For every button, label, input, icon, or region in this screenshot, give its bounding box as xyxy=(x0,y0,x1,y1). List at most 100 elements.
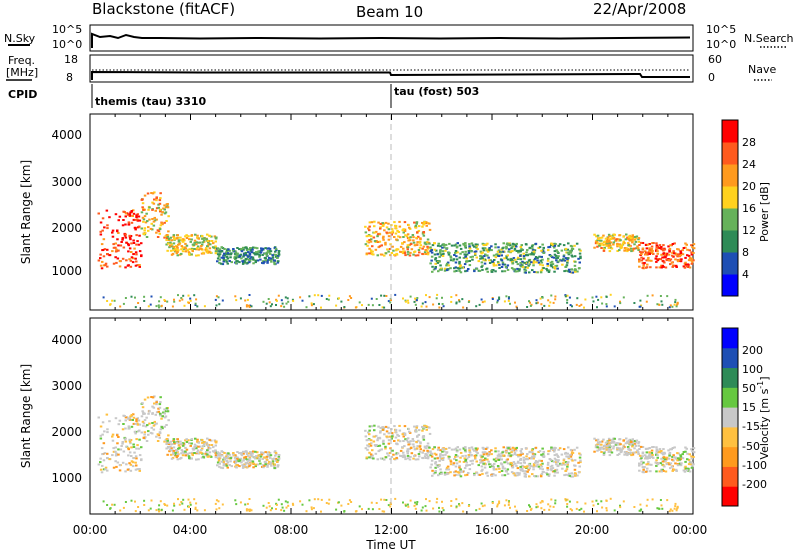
velocity-panel-frame xyxy=(89,317,694,515)
echo-cell xyxy=(112,450,116,453)
ground-scatter-cell xyxy=(285,302,288,305)
echo-cell xyxy=(426,238,430,241)
echo-cell xyxy=(689,259,693,262)
echo-cell xyxy=(683,470,687,473)
echo-cell xyxy=(661,253,665,256)
echo-cell xyxy=(560,249,564,252)
echo-cell xyxy=(205,451,208,454)
echo-cell xyxy=(554,254,558,257)
echo-cell xyxy=(512,259,515,262)
echo-cell xyxy=(384,243,387,246)
echo-cell xyxy=(242,458,246,461)
echo-cell xyxy=(496,465,500,467)
echo-cell xyxy=(673,446,676,449)
echo-cell xyxy=(518,268,521,271)
echo-cell xyxy=(650,463,653,466)
echo-cell xyxy=(432,268,436,271)
echo-cell xyxy=(174,451,177,454)
echo-cell xyxy=(201,235,204,238)
ground-scatter-cell xyxy=(415,299,418,302)
ground-scatter-cell xyxy=(147,509,150,512)
echo-cell xyxy=(449,471,452,474)
echo-cell xyxy=(431,469,434,472)
ground-scatter-cell xyxy=(171,509,174,512)
echo-cell xyxy=(516,257,520,260)
echo-cell xyxy=(613,233,616,236)
ground-scatter-cell xyxy=(310,302,313,305)
echo-cell xyxy=(170,447,173,450)
echo-cell xyxy=(679,454,682,457)
ground-scatter-cell xyxy=(195,298,198,301)
echo-cell xyxy=(228,464,231,466)
echo-cell xyxy=(505,450,508,453)
echo-cell xyxy=(453,458,456,460)
echo-cell xyxy=(277,250,281,252)
ground-scatter-cell xyxy=(271,507,273,510)
echo-cell xyxy=(635,235,639,238)
ground-scatter-cell xyxy=(367,507,370,510)
echo-cell xyxy=(101,464,104,467)
echo-cell xyxy=(513,451,517,454)
echo-cell xyxy=(511,454,514,457)
echo-cell xyxy=(143,229,146,232)
echo-cell xyxy=(455,459,458,462)
echo-cell xyxy=(658,470,661,473)
echo-cell xyxy=(638,250,642,253)
ground-scatter-cell xyxy=(605,507,608,510)
echo-cell xyxy=(170,443,174,446)
echo-cell xyxy=(562,258,565,261)
echo-cell xyxy=(387,439,391,442)
echo-cell xyxy=(152,424,156,427)
ground-scatter-cell xyxy=(215,304,218,307)
echo-cell xyxy=(562,458,566,461)
echo-cell xyxy=(459,247,463,250)
echo-cell xyxy=(503,270,507,273)
echo-cell xyxy=(242,459,245,462)
echo-cell xyxy=(507,243,510,246)
echo-cell xyxy=(209,251,212,254)
echo-cell xyxy=(117,219,120,222)
echo-cell xyxy=(637,249,640,251)
echo-cell xyxy=(387,238,391,241)
echo-cell xyxy=(412,239,415,242)
echo-cell xyxy=(505,461,508,463)
echo-cell xyxy=(408,441,411,444)
echo-cell xyxy=(206,455,210,458)
echo-cell xyxy=(498,263,501,266)
echo-cell xyxy=(252,246,255,249)
echo-cell xyxy=(577,461,580,464)
echo-cell xyxy=(102,264,106,267)
echo-cell xyxy=(670,261,674,264)
echo-cell xyxy=(255,252,259,255)
echo-cell xyxy=(276,459,280,462)
echo-cell xyxy=(366,244,369,247)
echo-cell xyxy=(500,259,504,262)
ground-scatter-cell xyxy=(348,295,351,298)
echo-cell xyxy=(522,252,525,255)
echo-cell xyxy=(620,245,623,248)
echo-cell xyxy=(214,247,217,250)
echo-cell xyxy=(637,442,640,445)
ground-scatter-cell xyxy=(674,505,677,508)
velocity-colorbar-label: Velocity [m s-1] xyxy=(756,376,771,459)
echo-cell xyxy=(150,426,153,429)
echo-cell xyxy=(690,466,694,469)
echo-cell xyxy=(242,261,245,264)
echo-cell xyxy=(455,462,459,465)
echo-cell xyxy=(136,444,139,447)
echo-cell xyxy=(147,229,150,232)
echo-cell xyxy=(610,451,614,454)
echo-cell xyxy=(684,242,687,245)
echo-cell xyxy=(251,258,255,260)
echo-cell xyxy=(208,455,211,458)
echo-cell xyxy=(214,451,217,454)
echo-cell xyxy=(417,453,421,455)
echo-cell xyxy=(387,235,391,238)
echo-cell xyxy=(493,463,496,465)
echo-cell xyxy=(682,451,686,453)
echo-cell xyxy=(655,459,658,462)
echo-cell xyxy=(675,468,678,471)
echo-cell xyxy=(463,467,467,470)
ground-scatter-cell xyxy=(284,500,287,503)
echo-cell xyxy=(277,251,281,254)
